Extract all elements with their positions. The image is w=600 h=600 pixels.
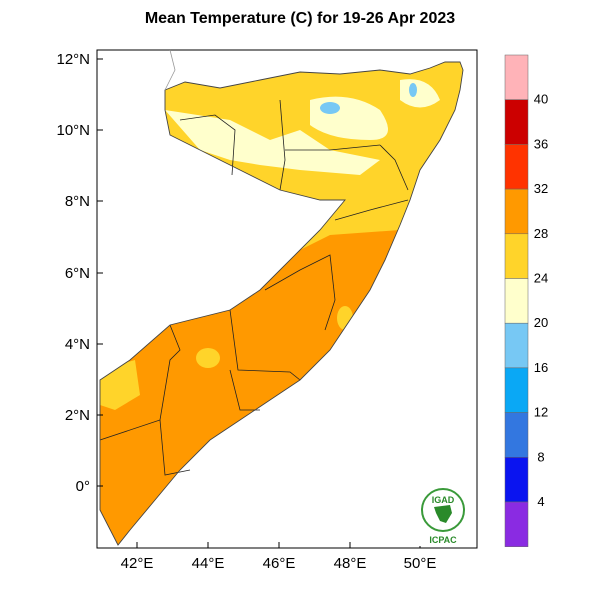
colorbar-swatch: [504, 501, 529, 547]
lon-tick-label: 42°E: [121, 555, 154, 572]
lat-tick-label: 8°N: [65, 193, 90, 210]
colorbar-swatch: [504, 367, 529, 413]
colorbar-label: 4: [537, 494, 544, 509]
colorbar-label: 12: [534, 405, 548, 420]
colorbar-swatch: [504, 457, 529, 503]
lat-tick-label: 2°N: [65, 407, 90, 424]
lat-tick-label: 0°: [76, 478, 90, 495]
lat-tick-label: 10°N: [56, 122, 90, 139]
neighbor-border: [164, 49, 176, 91]
colorbar-label: 36: [534, 136, 548, 151]
lon-tick-label: 44°E: [192, 555, 225, 572]
colorbar-swatch: [504, 322, 529, 369]
logo-text-top: IGAD: [432, 495, 455, 505]
colorbar-label: 40: [534, 92, 548, 107]
colorbar-label: 28: [534, 226, 548, 241]
admin-borders: [99, 99, 409, 476]
colorbar-label: 8: [537, 449, 544, 464]
colorbar-label: 24: [534, 271, 548, 286]
colorbar: 40 36 32 28 24 20 16 12 8 4: [504, 54, 548, 547]
colorbar-swatch: [504, 412, 529, 458]
colorbar-label: 16: [534, 360, 548, 375]
colorbar-label: 20: [534, 315, 548, 330]
colorbar-swatch: [504, 99, 529, 145]
lat-tick-label: 6°N: [65, 265, 90, 282]
lat-tick-label: 12°N: [56, 51, 90, 68]
map-title: Mean Temperature (C) for 19-26 Apr 2023: [144, 10, 456, 27]
axis-ticks: 12°N 10°N 8°N 6°N 4°N 2°N 0° 42°E 44°E 46°E 48°E 50…: [56, 51, 436, 572]
colorbar-swatch: [504, 188, 529, 235]
icpac-logo: IGAD ICPAC: [415, 484, 471, 546]
lat-tick-label: 4°N: [65, 336, 90, 353]
colorbar-swatch: [504, 144, 529, 190]
lon-tick-label: 46°E: [263, 555, 296, 572]
logo-text-bottom: ICPAC: [429, 535, 457, 545]
colorbar-swatch: [504, 278, 529, 324]
colorbar-swatch: [504, 233, 529, 279]
colorbar-label: 32: [534, 181, 548, 196]
country-outline: [99, 61, 464, 546]
lon-tick-label: 48°E: [334, 555, 367, 572]
colorbar-swatch: [504, 54, 529, 100]
lon-tick-label: 50°E: [404, 555, 437, 572]
